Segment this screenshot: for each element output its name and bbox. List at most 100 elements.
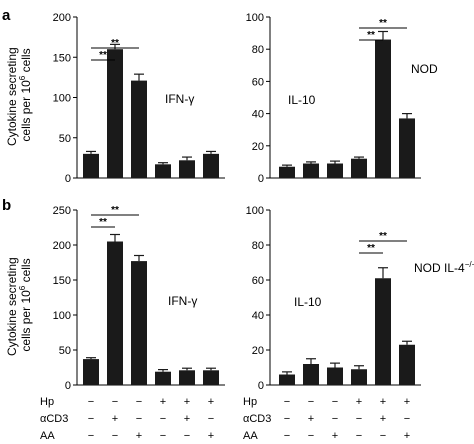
y-tick-label: 150 [53, 275, 71, 287]
treatment-symbol: − [308, 430, 314, 442]
y-axis-title-a-line2-sup: 6 [18, 75, 27, 80]
bar [131, 80, 147, 178]
treatment-table-left: Hp − − − + + + αCD3 − + − − + − AA − − + − − + [40, 396, 214, 442]
significance-marker: ** [367, 243, 375, 254]
y-tick-label: 0 [258, 380, 264, 392]
cytokine-label: IL-10 [294, 295, 322, 309]
bar [375, 39, 391, 178]
bar [399, 118, 415, 178]
cytokine-label: IL-10 [288, 93, 316, 107]
y-tick-label: 150 [53, 52, 71, 64]
treatment-symbol: − [332, 396, 338, 408]
bar [327, 163, 343, 178]
row-label-b: b [2, 197, 11, 214]
treatment-row-label: AA [243, 430, 258, 442]
bar [303, 364, 319, 385]
y-axis-title-a-line2-prefix: cells per 10 [19, 80, 33, 142]
y-tick-label: 80 [252, 44, 264, 56]
y-axis-title-b-line2-suffix: cells [19, 258, 33, 285]
treatment-symbol: + [332, 430, 338, 442]
significance-marker: ** [99, 50, 107, 61]
bar [203, 153, 219, 178]
bar [155, 371, 171, 385]
treatment-symbol: + [136, 430, 142, 442]
bar [399, 344, 415, 385]
significance-marker: ** [379, 18, 387, 29]
y-tick-label: 60 [252, 76, 264, 88]
y-axis-title-b-line1: Cytokine secreting [5, 257, 19, 356]
y-axis-title-b-line2: cells per 106 cells [18, 258, 33, 351]
y-axis-title-a-line2-suffix: cells [19, 48, 33, 75]
treatment-symbol: − [332, 413, 338, 425]
y-tick-label: 0 [258, 173, 264, 185]
treatment-symbol: + [208, 430, 214, 442]
treatment-symbol: − [136, 396, 142, 408]
panel-b-left: 0 50 100 150 200 250 ** ** IFN-γ [53, 205, 225, 392]
panel-a-right: 0 20 40 60 80 100 ** ** IL-10 NOD [246, 12, 438, 185]
y-axis-title-b-line2-prefix: cells per 10 [19, 290, 33, 352]
treatment-symbol: + [380, 413, 386, 425]
panel-b-right: 0 20 40 60 80 100 ** ** IL-10 NOD IL-4−/− [246, 205, 474, 392]
treatment-symbol: + [208, 396, 214, 408]
bar [327, 367, 343, 385]
significance-marker: ** [379, 231, 387, 242]
y-axis-title-a-line1: Cytokine secreting [5, 47, 19, 146]
treatment-symbol: − [208, 413, 214, 425]
y-tick-label: 50 [59, 345, 71, 357]
treatment-symbol: − [160, 430, 166, 442]
treatment-symbol: + [404, 396, 410, 408]
bar [351, 369, 367, 385]
treatment-symbol: + [184, 396, 190, 408]
treatment-symbol: − [136, 413, 142, 425]
cytokine-label: IFN-γ [165, 92, 194, 106]
bar [203, 370, 219, 385]
y-tick-label: 0 [65, 173, 71, 185]
bar [107, 241, 123, 385]
y-axis-title-b: Cytokine secreting cells per 106 cells [5, 254, 33, 356]
treatment-symbol: + [112, 413, 118, 425]
treatment-symbol: − [356, 430, 362, 442]
y-tick-label: 40 [252, 310, 264, 322]
condition-label: NOD [411, 62, 438, 76]
y-tick-label: 100 [246, 205, 264, 217]
y-tick-label: 40 [252, 109, 264, 121]
treatment-row-label: αCD3 [40, 413, 68, 425]
significance-marker: ** [367, 30, 375, 41]
treatment-row-label: Hp [243, 396, 257, 408]
bar [279, 374, 295, 385]
y-tick-label: 0 [65, 380, 71, 392]
y-tick-label: 50 [59, 133, 71, 145]
condition-label: NOD IL-4−/− [414, 260, 474, 275]
y-axis-title-b-line2-sup: 6 [18, 285, 27, 290]
y-tick-label: 20 [252, 141, 264, 153]
condition-label-sup: −/− [465, 260, 474, 269]
bar [83, 153, 99, 178]
y-tick-label: 60 [252, 275, 264, 287]
treatment-symbol: − [308, 396, 314, 408]
treatment-symbol: − [284, 396, 290, 408]
treatment-row-label: αCD3 [243, 413, 271, 425]
bar [375, 278, 391, 385]
treatment-symbol: − [88, 396, 94, 408]
y-tick-label: 200 [53, 12, 71, 24]
treatment-symbol: + [404, 430, 410, 442]
y-tick-label: 100 [246, 12, 264, 24]
bar [131, 261, 147, 385]
panel-a-left: 0 50 100 150 200 ** ** IFN-γ [53, 12, 225, 185]
treatment-symbol: + [184, 413, 190, 425]
condition-label-text: NOD IL-4 [414, 261, 465, 275]
bar [179, 160, 195, 178]
y-tick-label: 100 [53, 310, 71, 322]
treatment-symbol: − [404, 413, 410, 425]
treatment-row-label: AA [40, 430, 55, 442]
treatment-symbol: − [88, 430, 94, 442]
y-axis-title-a-line2: cells per 106 cells [18, 48, 33, 141]
treatment-symbol: + [308, 413, 314, 425]
treatment-symbol: + [160, 396, 166, 408]
bar [279, 166, 295, 178]
treatment-symbol: − [88, 413, 94, 425]
treatment-symbol: − [184, 430, 190, 442]
bar [351, 158, 367, 178]
condition-label-text: NOD [411, 62, 438, 76]
